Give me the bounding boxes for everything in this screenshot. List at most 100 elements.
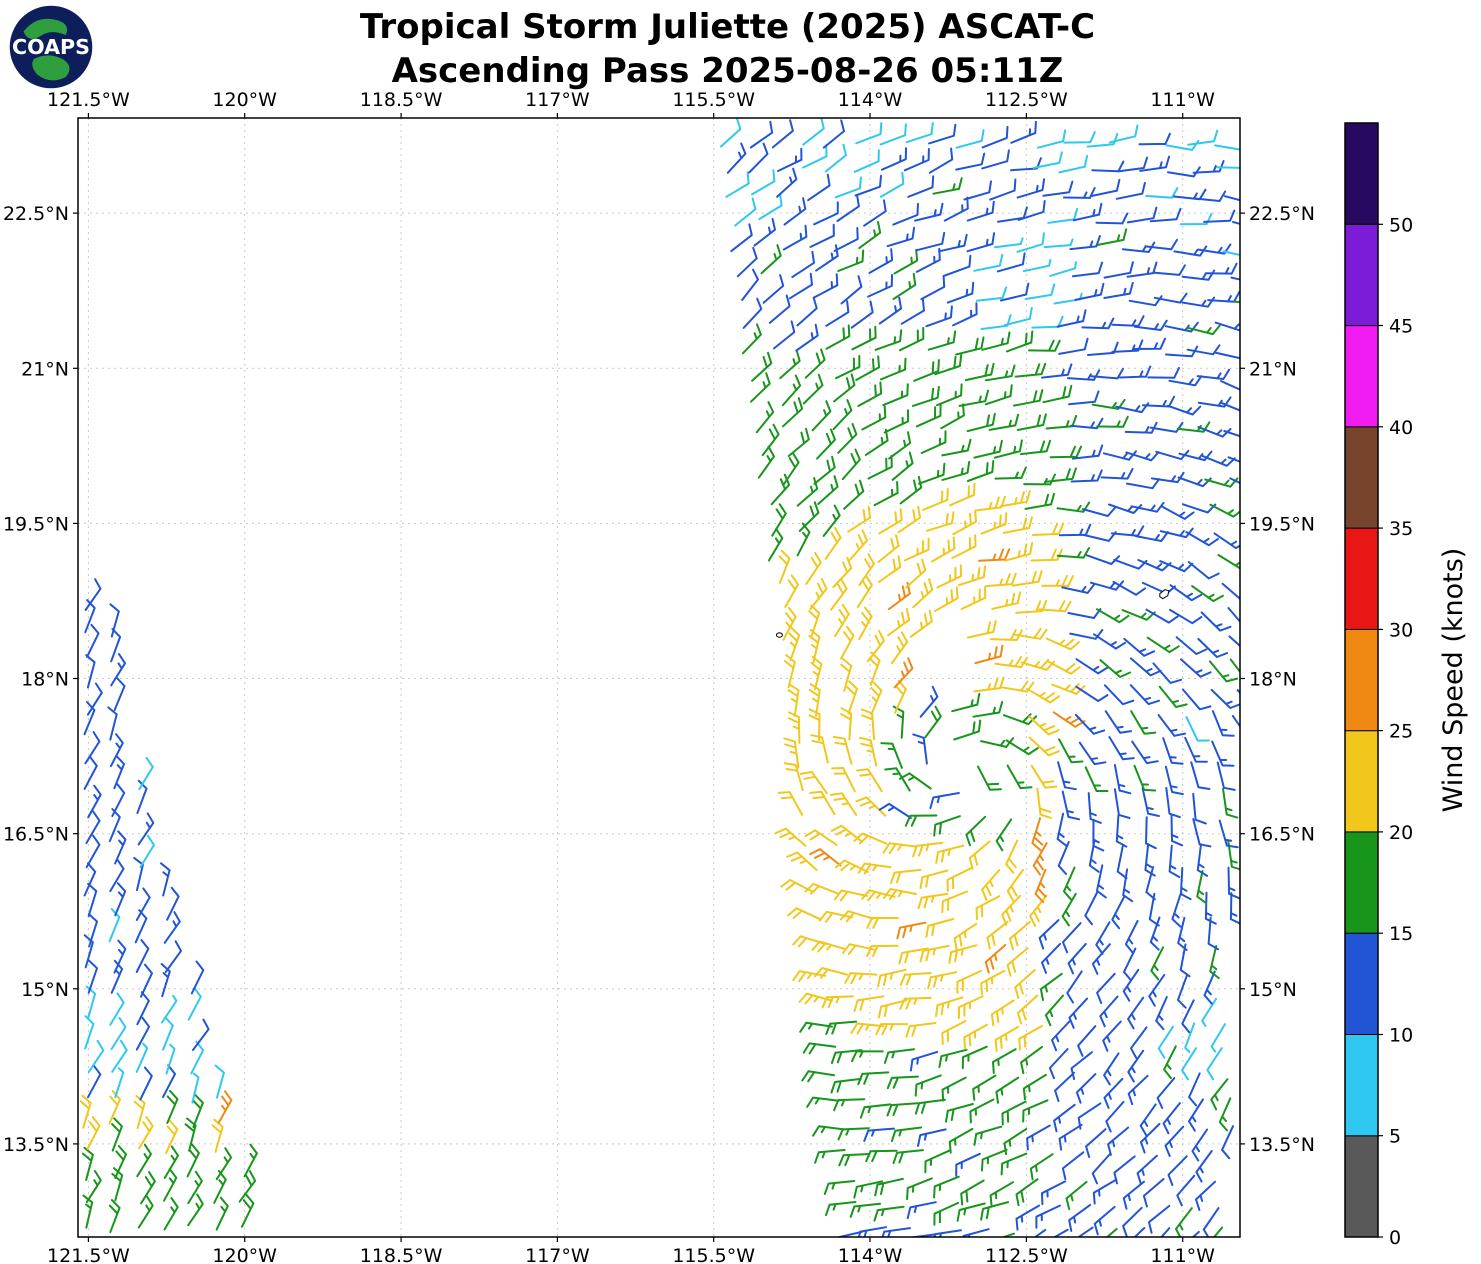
wind-barb bbox=[811, 400, 832, 432]
wind-barb bbox=[821, 995, 854, 1009]
wind-barb bbox=[1227, 456, 1240, 463]
wind-barb bbox=[788, 626, 801, 661]
wind-barb bbox=[1053, 1103, 1076, 1133]
wind-barb bbox=[1037, 129, 1067, 149]
wind-barb bbox=[955, 1152, 981, 1177]
wind-barb bbox=[787, 907, 822, 921]
wind-barb bbox=[796, 296, 818, 327]
wind-barb bbox=[1006, 764, 1033, 790]
wind-barb bbox=[1066, 369, 1101, 381]
wind-barb bbox=[1149, 421, 1184, 433]
wind-barb bbox=[832, 735, 853, 765]
wind-barb bbox=[139, 834, 155, 869]
wind-barb bbox=[919, 944, 950, 963]
wind-barb bbox=[1108, 736, 1135, 761]
wind-barb bbox=[981, 331, 1011, 351]
wind-barb bbox=[1220, 402, 1240, 412]
wind-barb bbox=[1016, 178, 1046, 199]
x-tick-label-bottom: 120°W bbox=[212, 1245, 277, 1264]
wind-barb bbox=[815, 244, 839, 272]
wind-barb bbox=[777, 791, 804, 816]
wind-barb bbox=[165, 1043, 176, 1075]
wind-barb bbox=[1100, 467, 1134, 480]
wind-barb bbox=[1028, 736, 1060, 757]
wind-barb bbox=[1144, 238, 1178, 251]
wind-barb bbox=[1052, 711, 1086, 728]
wind-barb bbox=[980, 969, 1006, 996]
wind-barb bbox=[1102, 1020, 1122, 1052]
wind-barb bbox=[83, 701, 96, 736]
wind-barb bbox=[1068, 390, 1100, 406]
wind-barb bbox=[804, 348, 826, 379]
wind-barb bbox=[1227, 866, 1240, 900]
wind-barb bbox=[919, 685, 939, 718]
wind-barb bbox=[912, 841, 944, 858]
wind-barb bbox=[1133, 337, 1166, 350]
wind-barb-field bbox=[79, 118, 1240, 1237]
colorbar-segment bbox=[1344, 527, 1379, 630]
x-tick-label-top: 121.5°W bbox=[47, 89, 130, 111]
wind-barb bbox=[974, 644, 1004, 665]
wind-barb bbox=[1173, 188, 1207, 201]
wind-barb bbox=[1134, 531, 1169, 542]
wind-barb bbox=[861, 405, 887, 431]
wind-barb bbox=[1015, 1204, 1040, 1231]
x-tick-label-bottom: 112.5°W bbox=[985, 1245, 1068, 1264]
wind-barb bbox=[802, 118, 825, 146]
wind-barb bbox=[946, 867, 972, 892]
coaps-logo: COAPS bbox=[9, 5, 93, 89]
wind-barb bbox=[773, 320, 796, 350]
wind-barb bbox=[938, 233, 968, 253]
wind-barb bbox=[1076, 1226, 1094, 1237]
island-contour bbox=[775, 632, 783, 638]
wind-barb bbox=[108, 808, 121, 843]
wind-barb bbox=[935, 844, 965, 864]
wind-barb bbox=[853, 995, 885, 1012]
colorbar-segment bbox=[1344, 730, 1379, 833]
wind-barb bbox=[981, 149, 1010, 170]
wind-barb bbox=[909, 609, 933, 638]
wind-barb bbox=[833, 1098, 866, 1112]
wind-barb bbox=[1130, 1026, 1148, 1059]
wind-barb bbox=[1061, 790, 1081, 821]
wind-barb bbox=[1175, 1207, 1193, 1237]
wind-barb bbox=[880, 742, 903, 769]
wind-barb bbox=[953, 922, 978, 951]
y-tick-label-right: 16.5°N bbox=[1249, 824, 1315, 846]
wind-barb bbox=[87, 882, 98, 917]
wind-barb bbox=[963, 1023, 988, 1050]
wind-barb bbox=[840, 275, 863, 305]
wind-barb bbox=[1122, 868, 1134, 903]
wind-barb bbox=[1149, 916, 1161, 951]
wind-barb bbox=[1067, 608, 1102, 619]
wind-barb bbox=[1003, 1128, 1028, 1156]
wind-barb bbox=[1049, 261, 1077, 277]
wind-barb bbox=[888, 581, 911, 611]
wind-barb bbox=[810, 734, 829, 764]
wind-barb bbox=[166, 886, 180, 921]
wind-barb bbox=[1005, 330, 1034, 353]
wind-barb bbox=[135, 1016, 151, 1051]
wind-barb bbox=[899, 772, 932, 790]
wind-barb bbox=[1028, 339, 1061, 352]
wind-barb bbox=[774, 827, 807, 847]
wind-barb bbox=[1031, 522, 1065, 536]
wind-barb bbox=[883, 1048, 916, 1064]
wind-barb bbox=[866, 916, 899, 929]
wind-barb bbox=[1179, 867, 1192, 901]
wind-barb bbox=[749, 120, 774, 149]
wind-barb bbox=[994, 466, 1027, 480]
wind-barb bbox=[111, 783, 126, 818]
wind-barb bbox=[1207, 916, 1220, 951]
wind-barb bbox=[1182, 688, 1212, 711]
wind-barb bbox=[933, 1201, 960, 1226]
wind-barb bbox=[893, 248, 919, 275]
wind-barb bbox=[1110, 525, 1145, 537]
wind-barb bbox=[1192, 190, 1227, 202]
wind-barb bbox=[1084, 766, 1109, 792]
wind-barb bbox=[1227, 607, 1240, 624]
x-tick-label-bottom: 121.5°W bbox=[47, 1245, 130, 1264]
wind-barb bbox=[1019, 439, 1052, 456]
colorbar-tick-label: 15 bbox=[1389, 923, 1413, 945]
wind-barb bbox=[802, 373, 824, 405]
